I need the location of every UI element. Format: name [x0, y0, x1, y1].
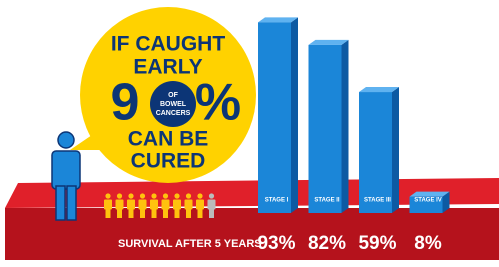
person-head — [186, 193, 191, 198]
bar-side — [291, 17, 298, 213]
person-head — [174, 193, 179, 198]
bar-top — [410, 192, 450, 197]
person-body — [162, 200, 170, 210]
person-legs — [129, 209, 134, 218]
person-body — [185, 200, 193, 210]
bar-top — [258, 17, 298, 22]
person-head — [197, 193, 202, 198]
value-label: 93% — [257, 233, 295, 254]
callout-text: CAN BE — [128, 128, 209, 151]
person-head — [105, 193, 110, 198]
bar — [309, 45, 342, 213]
x-label: SURVIVAL AFTER 5 YEARS — [118, 238, 262, 250]
person-head — [209, 193, 214, 198]
person-body — [139, 200, 147, 210]
person-legs — [106, 209, 111, 218]
ring-text: OF — [168, 92, 178, 99]
person-legs — [117, 209, 122, 218]
person-body — [196, 200, 204, 210]
bar-side — [342, 40, 349, 213]
callout-text: EARLY — [133, 56, 202, 79]
person-head — [117, 193, 122, 198]
person-body — [116, 200, 124, 210]
person-body — [127, 200, 135, 210]
callout-percent: % — [195, 74, 241, 132]
person-head — [140, 193, 145, 198]
value-label: 8% — [414, 233, 442, 254]
person-head — [151, 193, 156, 198]
x-tick-label: STAGE III — [364, 198, 391, 204]
person-body — [208, 200, 216, 210]
person-body — [173, 200, 181, 210]
value-label: 82% — [308, 233, 346, 254]
callout-text: IF CAUGHT — [111, 33, 225, 56]
person-legs — [186, 209, 191, 218]
x-tick-label: STAGE II — [314, 198, 340, 204]
callout-text: CURED — [131, 150, 206, 173]
bar — [258, 22, 291, 213]
person-body — [104, 200, 112, 210]
person-legs — [163, 209, 168, 218]
person-body — [150, 200, 158, 210]
ring-text: BOWEL — [160, 101, 187, 108]
callout-digit: 9 — [111, 74, 140, 132]
person-legs — [175, 209, 180, 218]
person-head — [128, 193, 133, 198]
infographic: IF CAUGHT EARLY 9 % CAN BE CURED OF BOWE… — [0, 0, 499, 267]
bar-side — [392, 87, 399, 213]
ring-text: CANCERS — [156, 110, 191, 117]
x-tick-label: STAGE IV — [414, 198, 442, 204]
person-legs — [198, 209, 203, 218]
person-legs — [209, 209, 214, 218]
person-legs — [152, 209, 157, 218]
bar-top — [309, 40, 349, 45]
value-label: 59% — [358, 233, 396, 254]
x-tick-label: STAGE I — [265, 198, 289, 204]
bar — [359, 92, 392, 213]
person-head — [163, 193, 168, 198]
person-legs — [140, 209, 145, 218]
bar-top — [359, 87, 399, 92]
